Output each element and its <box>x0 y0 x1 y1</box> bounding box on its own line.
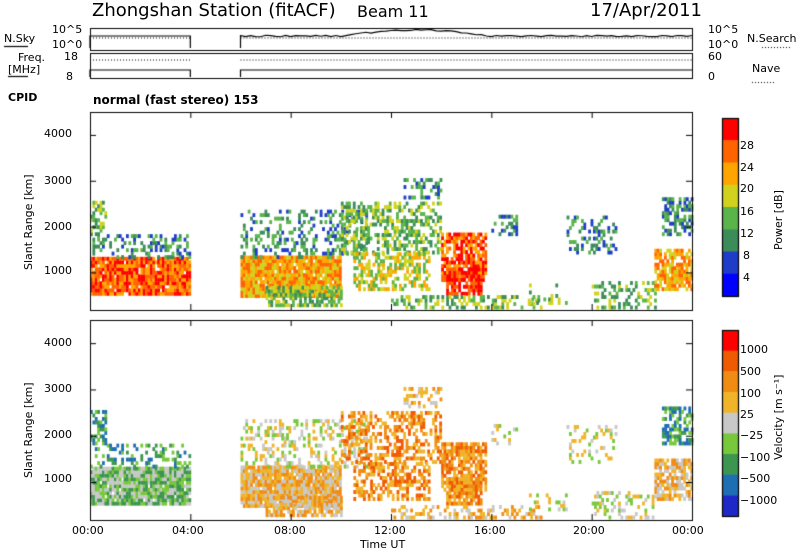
freq-unit: [MHz] <box>8 63 41 76</box>
cb2-tick-25: 25 <box>740 408 754 421</box>
xtick-1600: 16:00 <box>474 524 506 537</box>
nsky-tick-bottom: 10^0 <box>52 38 83 51</box>
freq-label: Freq. <box>18 51 46 64</box>
cb2-tick-m100: −100 <box>740 451 771 464</box>
cb1-tick-16: 16 <box>740 205 754 218</box>
nsearch-tick-top: 10^5 <box>708 23 739 36</box>
p1-ytick-2000: 2000 <box>44 220 72 233</box>
cb2-tick-100: 100 <box>740 387 761 400</box>
xlabel: Time UT <box>360 538 406 551</box>
nave-tick-bottom: 0 <box>708 70 715 83</box>
p2-ytick-4000: 4000 <box>44 336 72 349</box>
xtick-1200: 12:00 <box>374 524 406 537</box>
date-title: 17/Apr/2011 <box>590 0 702 21</box>
cb1-tick-12: 12 <box>740 227 754 240</box>
cb2-tick-500: 500 <box>740 365 761 378</box>
nsky-label: N.Sky <box>4 32 36 45</box>
xtick-0000-end: 00:00 <box>672 524 704 537</box>
p1-ytick-3000: 3000 <box>44 174 72 187</box>
nave-tick-top: 60 <box>708 50 722 63</box>
freq-tick-bottom: 8 <box>66 70 73 83</box>
beam-title: Beam 11 <box>357 2 429 21</box>
cb2-tick-m25: −25 <box>740 429 764 442</box>
cb1-tick-8: 8 <box>743 249 750 262</box>
cpid-label: CPID <box>8 91 38 104</box>
freq-tick-top: 18 <box>64 50 78 63</box>
cb1-tick-28: 28 <box>740 139 754 152</box>
xtick-0800: 08:00 <box>274 524 306 537</box>
xtick-0000: 00:00 <box>72 524 104 537</box>
cb2-tick-m1000: −1000 <box>740 494 778 507</box>
cb2-label: Velocity [m s⁻¹] <box>772 374 785 460</box>
p1-ylabel: Slant Range [km] <box>22 174 35 270</box>
nave-label: Nave <box>752 62 781 75</box>
cpid-value: normal (fast stereo) 153 <box>93 93 259 107</box>
xtick-0400: 04:00 <box>172 524 204 537</box>
nsearch-tick-bottom: 10^0 <box>708 38 739 51</box>
nsearch-label: N.Search <box>747 32 797 45</box>
cb2-tick-m500: −500 <box>740 472 771 485</box>
p2-ytick-2000: 2000 <box>44 428 72 441</box>
p2-ylabel: Slant Range [km] <box>22 382 35 478</box>
cb2-tick-1000: 1000 <box>740 343 768 356</box>
p1-ytick-4000: 4000 <box>44 127 72 140</box>
cb1-tick-20: 20 <box>740 182 754 195</box>
station-title: Zhongshan Station (fitACF) <box>92 0 336 21</box>
p1-ytick-1000: 1000 <box>44 264 72 277</box>
cb1-tick-4: 4 <box>743 271 750 284</box>
cb1-tick-24: 24 <box>740 161 754 174</box>
p2-ytick-3000: 3000 <box>44 382 72 395</box>
xtick-2000: 20:00 <box>573 524 605 537</box>
nsky-tick-top: 10^5 <box>52 23 83 36</box>
p2-ytick-1000: 1000 <box>44 472 72 485</box>
cb1-label: Power [dB] <box>772 190 785 250</box>
